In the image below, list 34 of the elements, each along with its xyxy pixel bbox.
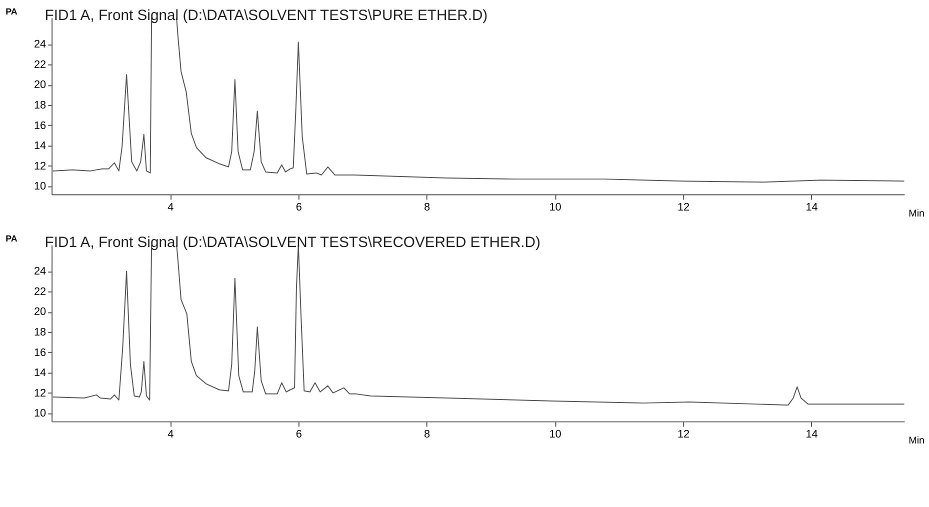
x-tick-label: 12 <box>677 202 690 214</box>
y-tick-label: 24 <box>34 38 46 51</box>
x-tick-label: 8 <box>424 428 430 441</box>
chart-title: FID1 A, Front Signal (D:\DATA\SOLVENT TESTS\RECOVERED ETHER.D) <box>44 234 541 251</box>
y-tick-label: 12 <box>34 160 46 172</box>
x-tick-label: 6 <box>296 428 302 441</box>
y-tick-label: 12 <box>34 387 46 400</box>
y-tick-label: 20 <box>34 79 46 92</box>
y-axis-title: PA <box>6 6 18 16</box>
x-tick-label: 14 <box>806 202 818 214</box>
y-tick-label: 16 <box>34 346 46 359</box>
y-tick-label: 18 <box>34 99 46 112</box>
y-tick-label: 14 <box>34 140 46 152</box>
y-tick-label: 18 <box>34 326 46 339</box>
x-tick-label: 12 <box>677 428 690 441</box>
y-axis-title: PA <box>6 233 18 244</box>
y-tick-label: 14 <box>34 367 46 380</box>
y-tick-label: 22 <box>34 286 46 298</box>
x-tick-label: 10 <box>549 202 562 214</box>
x-tick-label: 10 <box>549 428 562 441</box>
y-tick-label: 20 <box>34 306 46 318</box>
x-tick-label: 14 <box>806 428 818 441</box>
x-tick-label: 4 <box>168 202 174 214</box>
y-tick-label: 10 <box>34 408 46 420</box>
x-tick-label: 6 <box>296 202 302 214</box>
x-tick-label: 8 <box>424 202 430 214</box>
x-axis-title: Min <box>908 436 925 447</box>
y-tick-label: 10 <box>34 180 46 193</box>
y-tick-label: 16 <box>34 120 46 132</box>
x-axis-title: Min <box>908 208 925 220</box>
chart-title: FID1 A, Front Signal (D:\DATA\SOLVENT TESTS\PURE ETHER.D) <box>44 8 488 24</box>
y-tick-label: 24 <box>34 266 46 278</box>
x-tick-label: 4 <box>168 428 174 441</box>
y-tick-label: 22 <box>34 58 46 71</box>
